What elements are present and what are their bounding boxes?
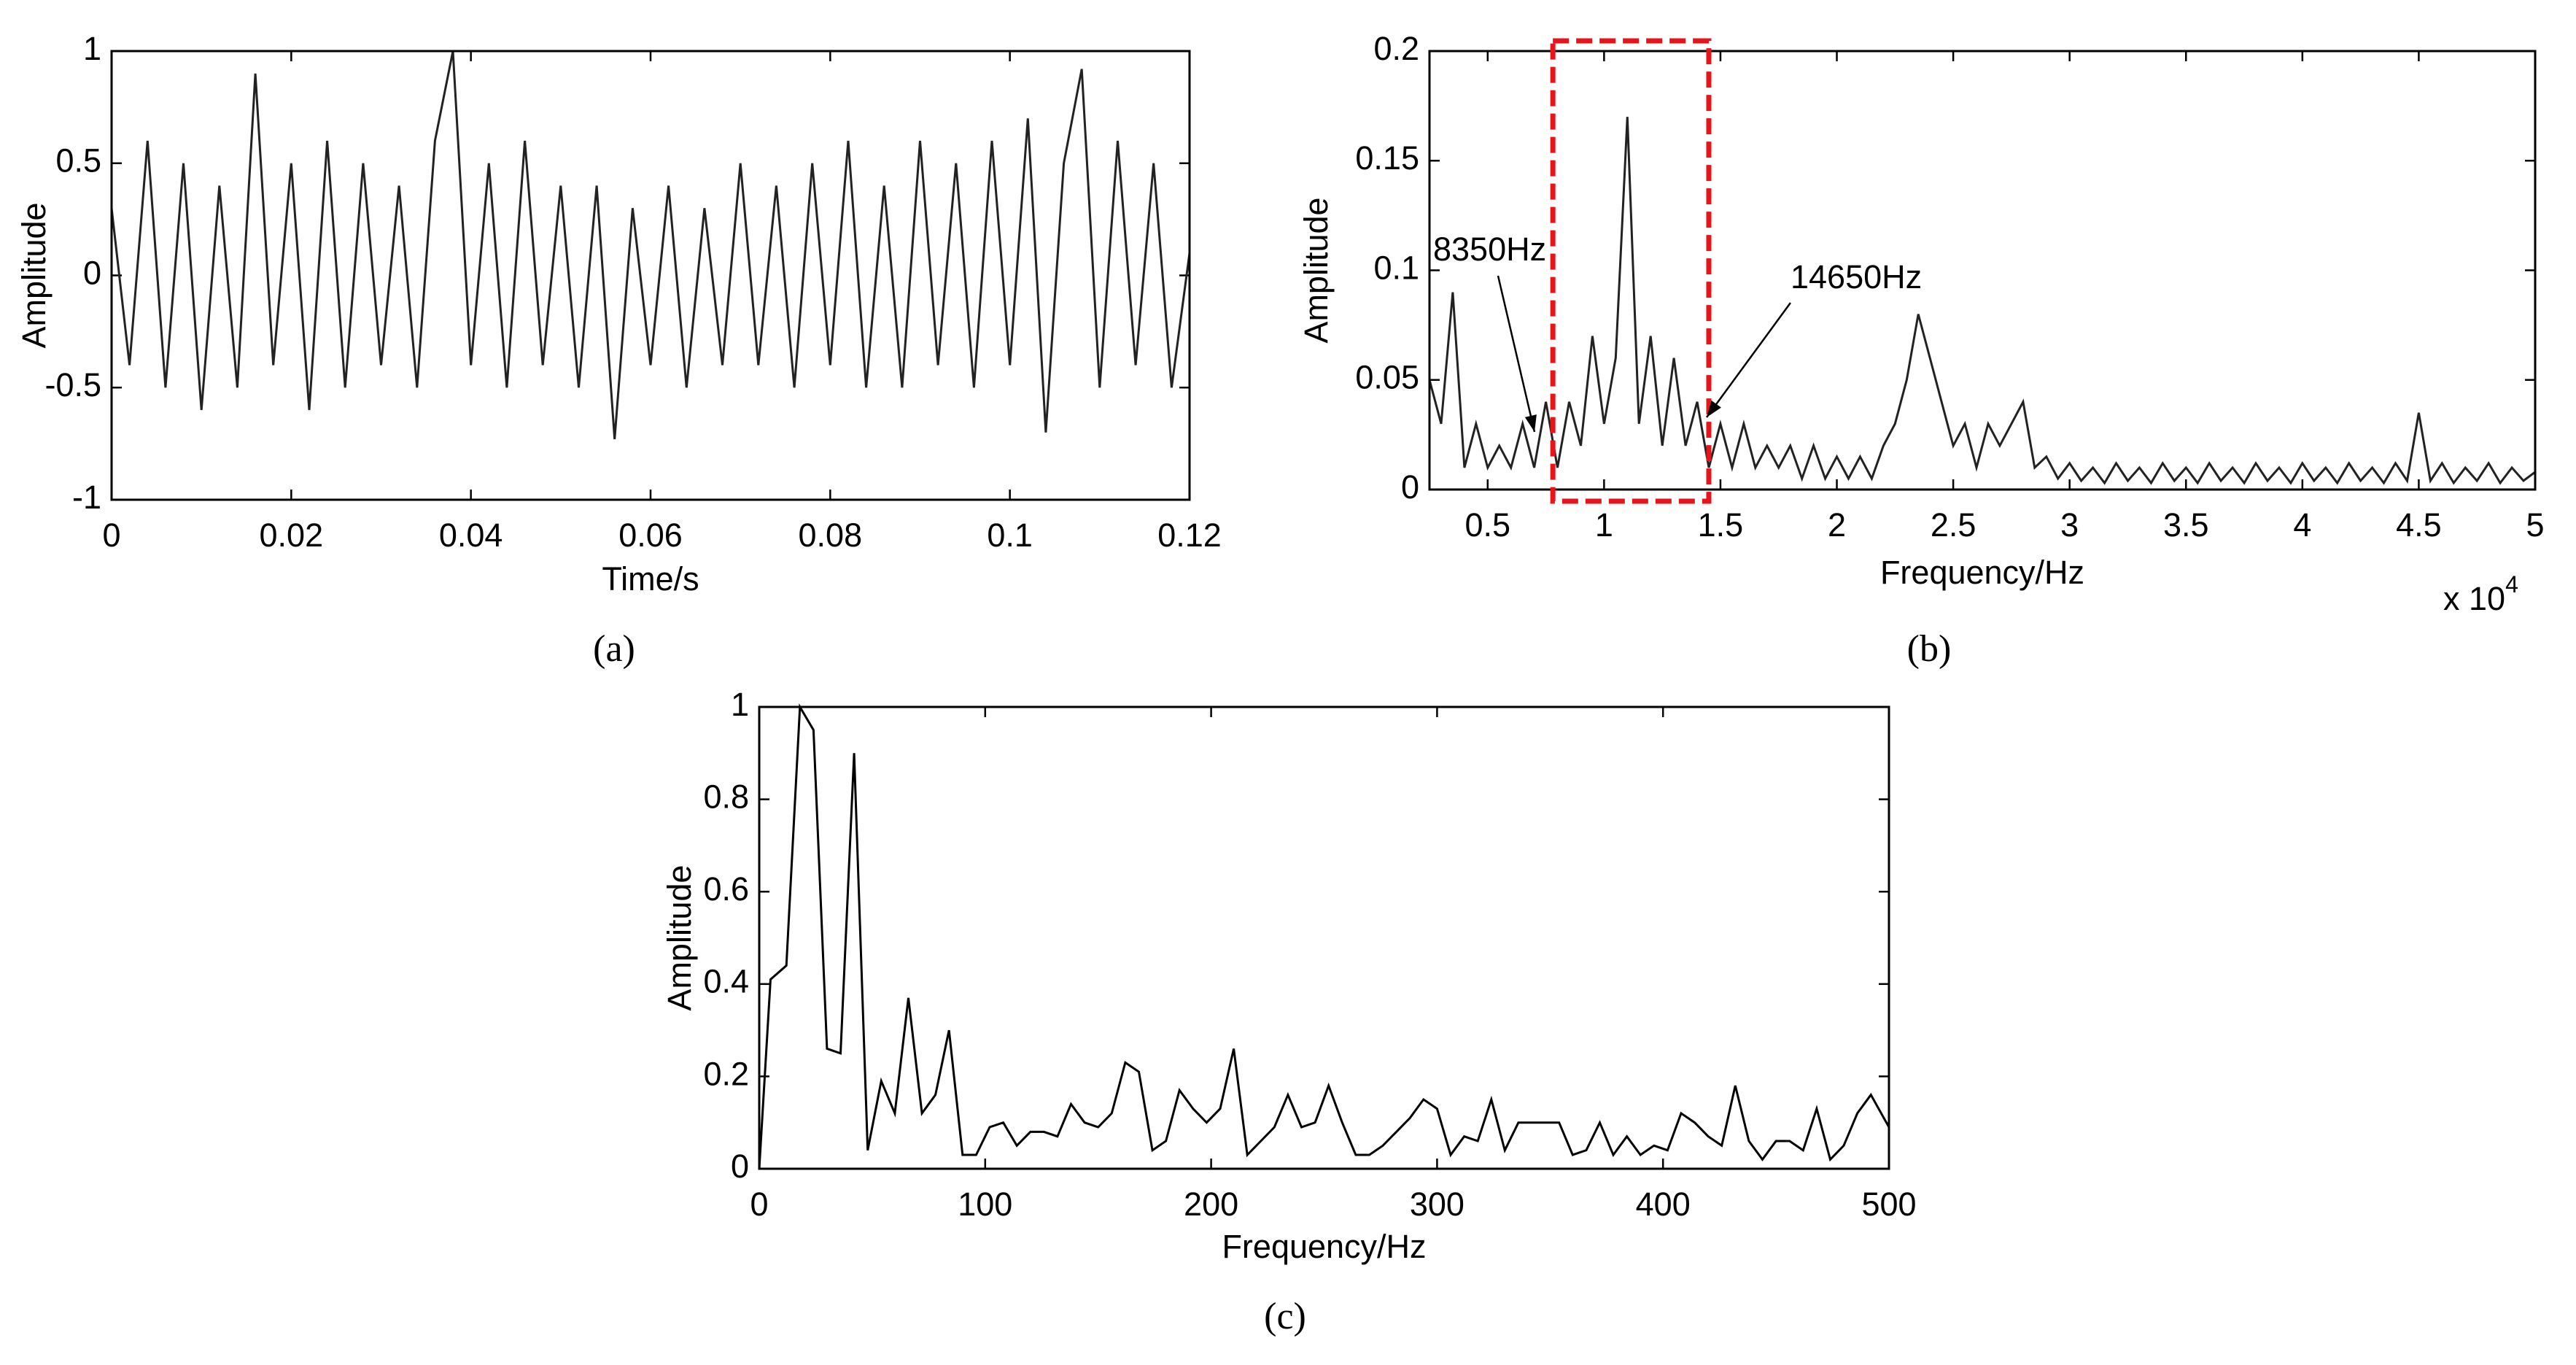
- panel-label: (b): [1907, 628, 1952, 670]
- y-tick-label: 1: [731, 686, 749, 723]
- y-tick-label: 0.4: [703, 963, 749, 1000]
- x-tick-label: 2.5: [1931, 506, 1976, 544]
- annotation: 14650Hz: [1791, 258, 1922, 295]
- x-tick-label: 3: [2060, 506, 2079, 544]
- y-tick-label: 0.05: [1355, 359, 1419, 396]
- y-tick-label: 0.2: [1373, 30, 1419, 67]
- annotation-arrow: [1497, 275, 1536, 433]
- x-tick-label: 3.5: [2163, 506, 2209, 544]
- x-multiplier-exponent: 4: [2505, 571, 2518, 598]
- highlight-box: [1550, 38, 1712, 504]
- x-axis-label: Time/s: [602, 560, 699, 598]
- x-multiplier: x 104: [2443, 571, 2518, 616]
- plot-frame: [1428, 50, 2537, 491]
- x-tick-label: 2: [1828, 506, 1846, 544]
- y-tick-label: 0: [731, 1148, 749, 1185]
- x-tick-label: 4: [2293, 506, 2311, 544]
- plot-frame: [758, 705, 1890, 1170]
- x-tick-label: 0.06: [618, 517, 683, 554]
- arrow-head: [1524, 414, 1537, 432]
- y-tick-label: -0.5: [44, 366, 101, 403]
- x-tick-label: 500: [1861, 1186, 1916, 1223]
- x-tick-label: 300: [1410, 1186, 1464, 1223]
- y-tick-label: 0.2: [703, 1055, 749, 1092]
- y-tick-label: 0: [83, 254, 101, 291]
- x-tick-label: 1.5: [1698, 506, 1744, 544]
- panel-label: (a): [593, 628, 635, 670]
- x-axis-label: Frequency/Hz: [1880, 554, 2084, 591]
- x-tick-label: 1: [1595, 506, 1613, 544]
- data-line: [110, 50, 1191, 440]
- y-tick-label: 0.8: [703, 778, 749, 815]
- y-tick-label: 0.15: [1355, 139, 1419, 177]
- data-line: [1428, 117, 2536, 485]
- panel-label: (c): [1264, 1296, 1306, 1337]
- x-tick-label: 0: [750, 1186, 768, 1223]
- arrow-head: [1707, 400, 1721, 417]
- x-tick-label: 0.12: [1157, 517, 1222, 554]
- x-tick-label: 0: [102, 517, 120, 554]
- y-tick-label: 0.5: [55, 142, 101, 179]
- y-axis-label: Amplitude: [661, 865, 698, 1010]
- y-tick-label: 1: [83, 30, 101, 67]
- x-tick-label: 5: [2526, 506, 2544, 544]
- annotation: 8350Hz: [1433, 231, 1546, 268]
- x-tick-label: 200: [1184, 1186, 1238, 1223]
- x-tick-label: 0.02: [260, 517, 324, 554]
- x-tick-label: 4.5: [2396, 506, 2442, 544]
- x-tick-label: 0.08: [799, 517, 863, 554]
- y-tick-label: -1: [72, 479, 101, 516]
- y-axis-label: Amplitude: [1297, 197, 1335, 343]
- x-multiplier-base: x 10: [2443, 580, 2505, 617]
- y-tick-label: 0.1: [1373, 249, 1419, 286]
- y-tick-label: 0.6: [703, 870, 749, 908]
- data-line: [758, 703, 1890, 1169]
- x-tick-label: 0.1: [987, 517, 1033, 554]
- plot-frame: [110, 50, 1191, 501]
- x-tick-label: 0.04: [439, 517, 503, 554]
- x-axis-label: Frequency/Hz: [1222, 1228, 1426, 1265]
- x-tick-label: 100: [958, 1186, 1012, 1223]
- y-tick-label: 0: [1401, 468, 1419, 506]
- x-tick-label: 0.5: [1465, 506, 1511, 544]
- annotation-arrow: [1705, 302, 1792, 418]
- x-tick-label: 400: [1636, 1186, 1691, 1223]
- y-axis-label: Amplitude: [15, 202, 53, 348]
